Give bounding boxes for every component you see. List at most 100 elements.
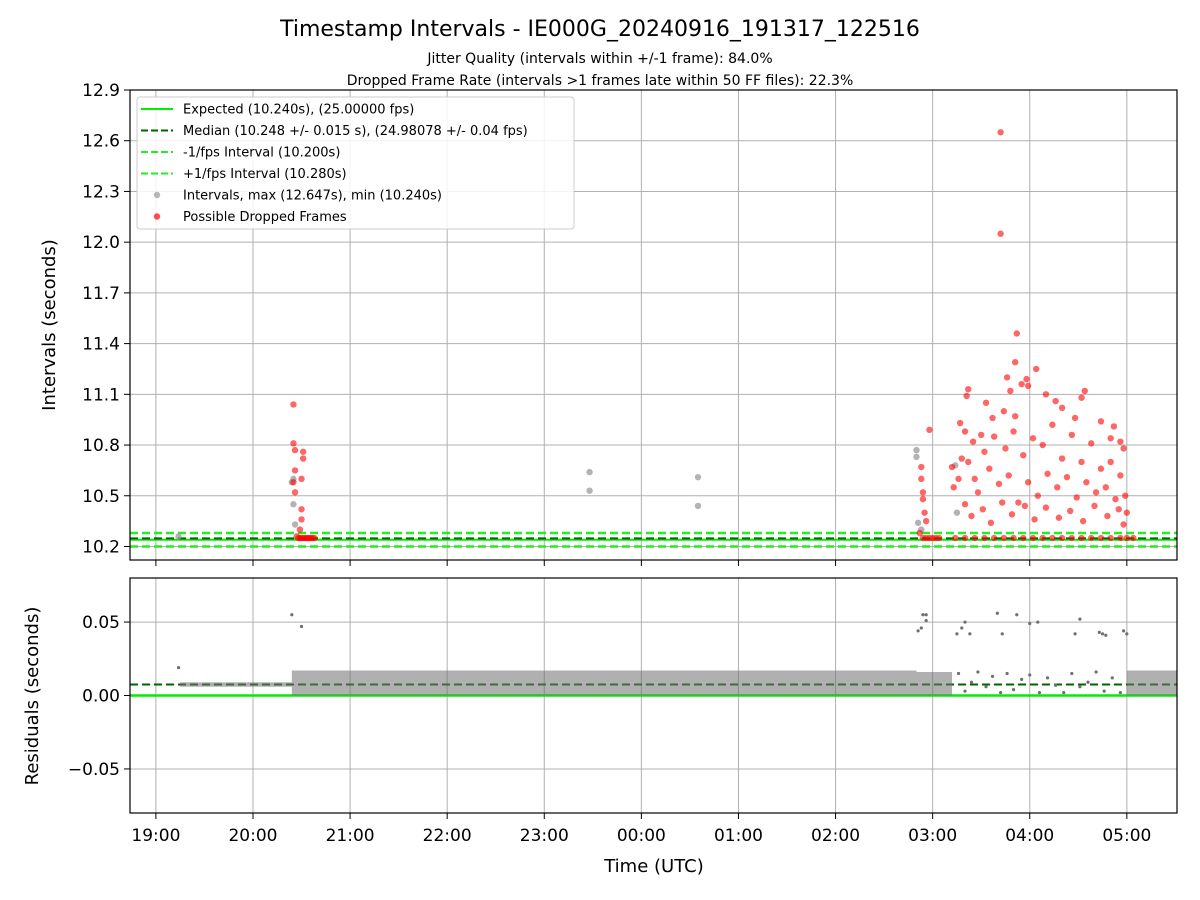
dropped-frame-point — [919, 489, 927, 496]
x-tick-label: 20:00 — [228, 826, 277, 846]
dropped-frame-point — [1097, 465, 1105, 472]
dropped-frame-point — [1044, 470, 1051, 477]
residual-point — [1102, 689, 1106, 693]
dropped-frame-point — [1042, 391, 1050, 398]
residual-point — [290, 613, 294, 617]
residual-point — [1104, 633, 1108, 637]
dropped-frame-point — [922, 517, 930, 525]
dropped-frame-point — [298, 516, 305, 523]
bottom-y-tick-label: −0.05 — [68, 760, 120, 780]
dropped-frame-point — [997, 129, 1004, 136]
residual-point — [1100, 632, 1105, 636]
dropped-frame-point — [968, 512, 975, 520]
dropped-frame-point — [961, 534, 969, 542]
bottom-y-tick-label: 0.00 — [82, 687, 120, 707]
x-tick-label: 19:00 — [131, 826, 180, 846]
dropped-frame-point — [987, 519, 995, 527]
dropped-frame-point — [1063, 473, 1071, 481]
top-y-tick-label: 12.3 — [82, 182, 120, 202]
dropped-frame-point — [1130, 534, 1137, 542]
dropped-frame-point — [291, 489, 299, 496]
chart-subtitle-dropped: Dropped Frame Rate (intervals >1 frames … — [347, 73, 854, 89]
dropped-frame-point — [981, 534, 988, 542]
dropped-frame-point — [965, 458, 972, 466]
dropped-frame-point — [955, 475, 962, 483]
dropped-frame-point — [1018, 380, 1025, 388]
residual-band — [916, 672, 953, 696]
dropped-frame-point — [1079, 517, 1087, 525]
residual-point — [1078, 617, 1082, 621]
dropped-frame-point — [1013, 330, 1020, 337]
dropped-frame-point — [995, 480, 1003, 488]
residual-point — [955, 632, 959, 636]
residual-band — [180, 682, 292, 687]
dropped-frame-point — [1117, 472, 1124, 479]
dropped-frame-point — [1092, 489, 1100, 496]
dropped-frame-point — [1021, 502, 1029, 510]
dropped-frame-point — [1058, 455, 1066, 462]
dropped-frame-point — [1120, 445, 1127, 452]
dropped-frame-point — [1083, 479, 1090, 486]
dropped-frame-point — [1029, 435, 1037, 442]
dropped-frame-point — [986, 465, 993, 472]
legend-box — [136, 96, 575, 230]
residual-point — [956, 671, 961, 676]
dropped-frame-point — [1097, 534, 1105, 542]
dropped-frame-point — [1052, 397, 1059, 405]
dropped-frame-point — [1015, 499, 1022, 506]
dropped-frame-point — [1049, 534, 1056, 542]
dropped-frame-point — [1058, 534, 1066, 542]
residual-point — [1094, 670, 1098, 674]
dropped-frame-point — [1007, 387, 1014, 395]
dropped-frame-point — [1031, 516, 1038, 523]
dropped-frame-point — [1039, 441, 1046, 449]
dropped-frame-point — [1123, 509, 1131, 516]
dropped-frame-point — [299, 455, 307, 462]
residual-point — [990, 674, 995, 679]
dropped-frame-point — [1107, 458, 1114, 466]
dropped-frame-point — [311, 534, 318, 542]
top-y-tick-label: 12.6 — [82, 132, 120, 152]
bottom-y-axis-label: Residuals (seconds) — [22, 607, 43, 786]
dropped-frame-point — [1110, 423, 1118, 430]
residual-point — [921, 613, 925, 617]
residual-point — [1037, 690, 1042, 695]
residual-point — [963, 620, 967, 624]
residual-point — [1073, 632, 1077, 636]
residual-point — [1118, 690, 1122, 695]
dropped-frame-point — [1020, 534, 1027, 542]
dropped-frame-point — [918, 463, 925, 471]
residual-point — [1097, 630, 1101, 634]
dropped-frame-point — [1024, 479, 1032, 486]
residual-band — [291, 670, 917, 696]
dropped-frame-point — [1122, 492, 1129, 499]
dropped-frame-point — [1097, 418, 1105, 425]
chart-subtitle-jitter: Jitter Quality (intervals within +/-1 fr… — [426, 51, 772, 67]
dropped-frame-point — [1029, 534, 1037, 542]
residual-point — [924, 613, 928, 617]
top-panel-reference-lines — [130, 531, 1177, 548]
top-y-tick-label: 10.5 — [82, 487, 120, 507]
residual-point — [176, 665, 181, 670]
dropped-frame-point — [1054, 484, 1061, 491]
dropped-frame-point — [990, 433, 998, 440]
top-y-tick-label: 10.2 — [82, 537, 120, 557]
residual-point — [976, 670, 980, 674]
legend-label: Intervals, max (12.647s), min (10.240s) — [183, 189, 442, 204]
top-panel-axes: 10.2 10.5 10.8 11.1 11.4 11.7 12.0 12.3 12.6 12.9 — [82, 81, 1178, 566]
dropped-frame-point — [1071, 414, 1079, 422]
residual-point — [924, 618, 928, 623]
interval-point — [913, 446, 920, 454]
residual-point — [999, 690, 1003, 695]
top-y-tick-label: 10.8 — [82, 436, 120, 456]
residual-point — [919, 626, 923, 630]
chart-title: Timestamp Intervals - IE000G_20240916_19… — [279, 17, 920, 42]
interval-point — [290, 501, 297, 508]
dropped-frame-point — [919, 495, 927, 503]
dropped-frame-point — [926, 426, 933, 434]
dropped-frame-point — [1104, 512, 1111, 520]
dropped-frame-point — [1112, 495, 1119, 503]
residual-point — [1086, 680, 1090, 684]
interval-point — [694, 502, 702, 510]
